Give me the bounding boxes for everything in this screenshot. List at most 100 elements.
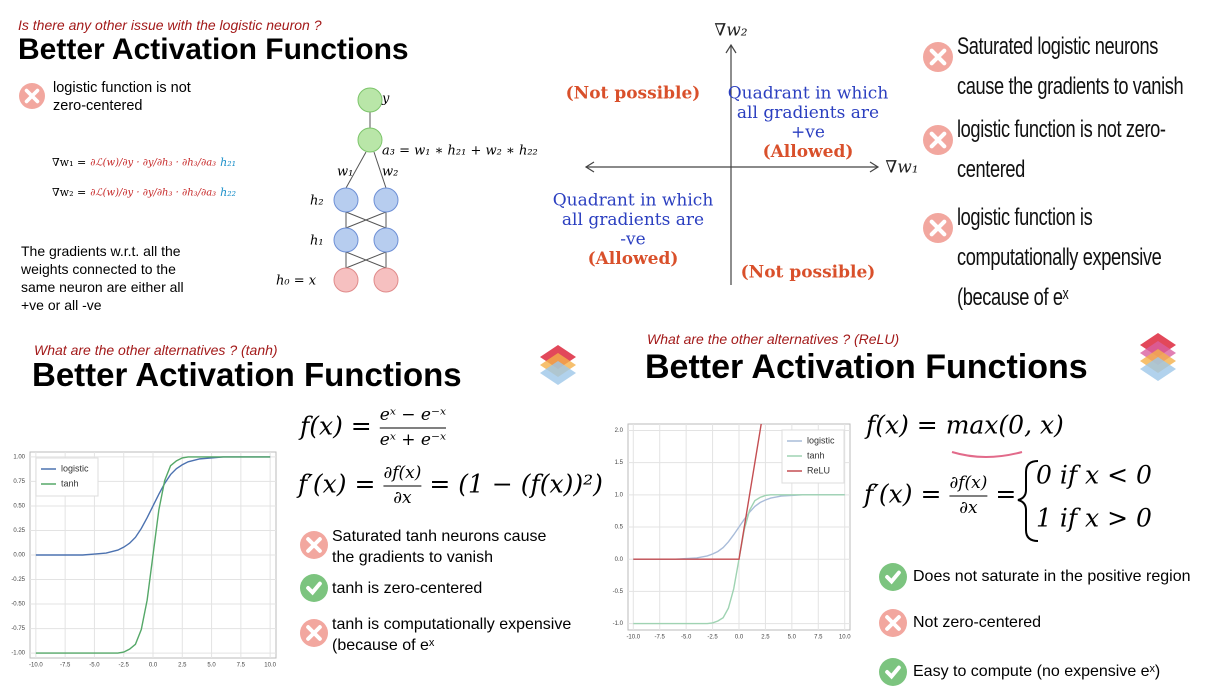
bullet-text: logistic function is not zero-centered xyxy=(53,80,191,114)
node-label: h₁ xyxy=(310,234,324,249)
quadrant-label: -ve xyxy=(620,230,645,250)
formula-denominator: ∂x xyxy=(393,488,412,508)
x-tick-label: 0.0 xyxy=(735,635,744,641)
cross-icon xyxy=(19,83,45,109)
cross-icon xyxy=(923,125,953,155)
formula-numerator: eˣ − e⁻ˣ xyxy=(380,405,446,425)
formula-rhs: = (1 − (f(x))²) xyxy=(429,470,603,499)
y-tick-label: -0.25 xyxy=(11,577,25,583)
quadrant-axes xyxy=(584,43,880,285)
x-tick-label: -10.0 xyxy=(29,663,43,669)
bullet-text: Easy to compute (no expensive eˣ) xyxy=(913,663,1161,680)
cross-icon xyxy=(879,609,907,637)
legend-label: tanh xyxy=(61,478,79,488)
formula-lhs: f(x) = xyxy=(298,412,372,441)
cross-icon xyxy=(923,213,953,243)
note-text: The gradients w.r.t. all the weights con… xyxy=(21,243,184,313)
series-line xyxy=(633,494,845,560)
formula-lhs: ∇w₂ = xyxy=(52,186,86,199)
quadrant-label: +ve xyxy=(791,123,825,143)
legend-box xyxy=(35,457,99,497)
x-tick-label: 10.0 xyxy=(839,635,851,641)
cross-icon xyxy=(300,619,328,647)
x-tick-label: 2.5 xyxy=(178,663,187,669)
node-label: y xyxy=(381,92,390,107)
formula: f(x) = max(0, x) xyxy=(864,411,1064,440)
bullet-text: Not zero-centered xyxy=(913,614,1042,631)
bullet-text: tanh is zero-centered xyxy=(332,580,483,597)
quadrant-label: (Not possible) xyxy=(741,263,876,283)
icon-glyph xyxy=(885,665,901,680)
x-tick-label: -2.5 xyxy=(707,635,718,641)
icon-glyph xyxy=(306,537,322,553)
icon-glyph xyxy=(885,615,901,631)
underline xyxy=(951,451,1023,458)
legend-label: logistic xyxy=(807,435,835,445)
quadrant-label: all gradients are xyxy=(562,210,704,230)
axis-label: ∇w₂ xyxy=(714,21,747,41)
y-tick-label: -0.75 xyxy=(11,626,25,632)
node-label: h₂ xyxy=(310,194,324,209)
y-tick-label: 1.5 xyxy=(615,460,624,466)
formula-h: h₂₁ xyxy=(220,156,236,169)
formula-case: 0 if x < 0 xyxy=(1036,461,1152,490)
check-icon xyxy=(879,563,907,591)
quadrant-label: (Not possible) xyxy=(566,84,701,104)
y-tick-label: 0.50 xyxy=(13,504,25,510)
y-tick-label: -0.5 xyxy=(613,589,624,595)
cross-icon xyxy=(923,42,953,72)
formula-lhs: f′(x) = xyxy=(296,470,375,499)
slide-subtitle: What are the other alternatives ? (tanh) xyxy=(34,342,278,358)
bullet-text: Saturated tanh neurons cause the gradien… xyxy=(332,528,547,566)
quadrant-label: Quadrant in which xyxy=(728,84,889,104)
y-tick-label: 0.5 xyxy=(615,525,624,531)
x-tick-label: 7.5 xyxy=(814,635,823,641)
bullet-text: tanh is computationally expensive (becau… xyxy=(332,616,572,654)
y-tick-label: 0.0 xyxy=(615,557,624,563)
quadrant-label: (Allowed) xyxy=(588,249,679,269)
weight-label: w₁ xyxy=(337,165,353,180)
issue-text: logistic function is not zero-centered xyxy=(957,116,1166,183)
quadrant-label: Quadrant in which xyxy=(553,191,714,211)
y-tick-label: -0.50 xyxy=(11,602,25,608)
slide-logo xyxy=(540,333,1176,385)
x-tick-label: -2.5 xyxy=(119,663,130,669)
x-tick-label: 5.0 xyxy=(207,663,216,669)
icon-glyph xyxy=(929,219,947,237)
icon-glyph xyxy=(306,581,322,596)
issue-text: logistic function is computationally exp… xyxy=(957,204,1162,311)
brace xyxy=(1017,460,1039,542)
icon-glyph xyxy=(24,88,40,104)
series-line xyxy=(35,456,271,556)
y-tick-label: -1.00 xyxy=(11,651,25,657)
formula-numerator: ∂f(x) xyxy=(949,473,987,493)
check-icon xyxy=(879,658,907,686)
formula-h: h₂₂ xyxy=(220,186,236,199)
slide-title: Better Activation Functions xyxy=(32,356,462,393)
legend-label: ReLU xyxy=(807,465,830,475)
x-tick-label: 5.0 xyxy=(788,635,797,641)
slide-title: Better Activation Functions xyxy=(645,348,1088,386)
icon-glyph xyxy=(306,625,322,641)
icon-glyph xyxy=(929,131,947,149)
x-tick-label: 7.5 xyxy=(237,663,246,669)
x-tick-label: -7.5 xyxy=(655,635,666,641)
icon-glyph xyxy=(885,570,901,585)
axis-label: ∇w₁ xyxy=(885,158,918,178)
quadrant-label: (Allowed) xyxy=(763,142,854,162)
y-tick-label: 1.00 xyxy=(13,454,25,460)
x-tick-label: 2.5 xyxy=(761,635,770,641)
node-label: h₀ = x xyxy=(276,274,317,289)
x-tick-label: 10.0 xyxy=(264,663,276,669)
formula-gradient: ∂ℒ(w)/∂y · ∂y/∂h₃ · ∂h₃/∂a₃ xyxy=(90,188,216,199)
y-tick-label: 1.0 xyxy=(615,492,624,498)
node-label: a₃ = w₁ ∗ h₂₁ + w₂ ∗ h₂₂ xyxy=(382,144,538,159)
formula-rhs: = xyxy=(995,480,1016,509)
check-icon xyxy=(300,574,328,602)
slide-title: Better Activation Functions xyxy=(18,33,409,66)
y-tick-label: 0.75 xyxy=(13,479,25,485)
weight-label: w₂ xyxy=(382,165,398,180)
icon-glyph xyxy=(929,48,947,66)
